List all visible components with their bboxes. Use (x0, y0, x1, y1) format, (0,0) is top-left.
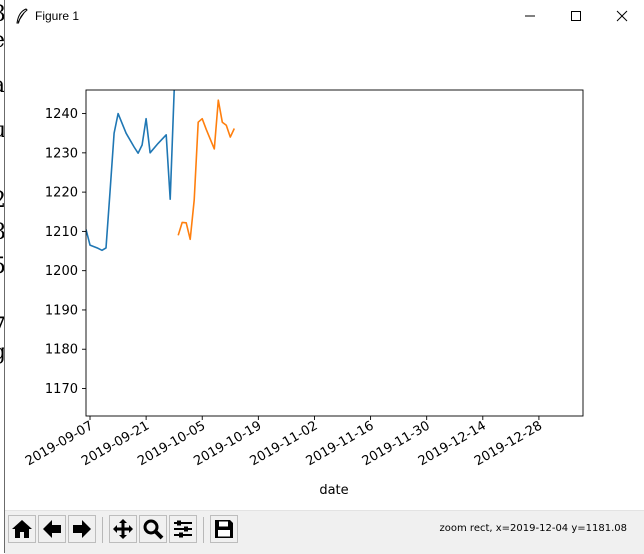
subplots-config-icon (174, 520, 192, 538)
axes-frame (85, 89, 584, 417)
y-tick-label: 1170 (45, 382, 78, 397)
save-button[interactable] (210, 515, 238, 543)
y-tick-label: 1230 (45, 146, 78, 161)
series-line-1 (86, 90, 175, 252)
figure-window: Figure 1 1170 1180 1190 1200 1210 1220 1230 124… (4, 0, 644, 554)
close-icon (616, 10, 628, 22)
maximize-icon (571, 11, 581, 21)
toolbar-separator (203, 517, 204, 543)
close-button[interactable] (599, 0, 644, 32)
y-tick-label: 1210 (45, 225, 78, 240)
pan-button[interactable] (109, 515, 137, 543)
home-button[interactable] (8, 515, 36, 543)
toolbar-separator (102, 517, 103, 543)
y-tick-label: 1180 (45, 343, 78, 358)
back-button[interactable] (38, 515, 66, 543)
forward-button[interactable] (68, 515, 96, 543)
configure-subplots-button[interactable] (169, 515, 197, 543)
y-tick-label: 1200 (45, 264, 78, 279)
figure-canvas[interactable]: 1170 1180 1190 1200 1210 1220 1230 1240 2019-09-… (5, 32, 644, 510)
background-document-edge: 3ea u28 57g (0, 0, 6, 553)
status-readout: zoom rect, x=2019-12-04 y=1181.08 (439, 523, 627, 534)
line-chart[interactable]: 117011801190120012101220123012402019-09-… (5, 32, 644, 510)
pan-icon (113, 519, 133, 539)
window-title: Figure 1 (35, 9, 80, 23)
title-bar: Figure 1 (5, 0, 644, 32)
zoom-icon (143, 519, 164, 540)
y-tick-label: 1220 (45, 186, 78, 201)
x-axis-label: date (319, 483, 348, 498)
back-arrow-icon (43, 520, 61, 538)
minimize-button[interactable] (507, 0, 553, 32)
y-tick-label: 1190 (45, 303, 78, 318)
navigation-toolbar: zoom rect, x=2019-12-04 y=1181.08 (5, 510, 644, 554)
y-tick-label: 1240 (45, 107, 78, 122)
feather-app-icon (15, 8, 29, 24)
home-icon (12, 520, 32, 538)
series-line-2 (177, 99, 236, 241)
zoom-button[interactable] (139, 515, 167, 543)
minimize-icon (525, 15, 535, 17)
save-icon (215, 520, 233, 538)
maximize-button[interactable] (553, 0, 599, 32)
forward-arrow-icon (73, 520, 91, 538)
